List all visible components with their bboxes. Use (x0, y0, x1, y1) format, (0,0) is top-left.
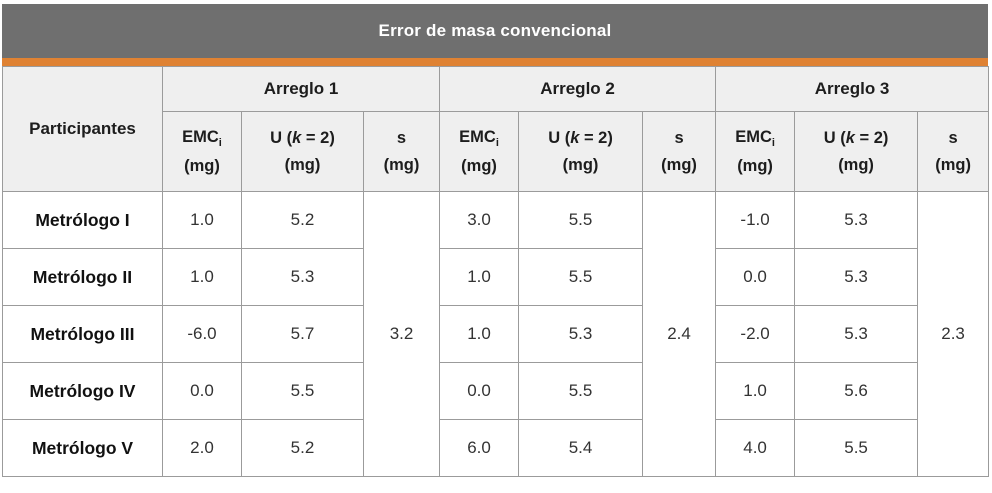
emc-value: 1.0 (162, 191, 242, 249)
u-value: 5.5 (241, 362, 364, 420)
s-value-arreglo-3: 2.3 (917, 191, 990, 477)
table-row: Metrólogo IV 0.0 5.5 0.0 5.5 1.0 5.6 (2, 362, 989, 420)
participant-name: Metrólogo II (2, 248, 163, 306)
table-row: Metrólogo II 1.0 5.3 1.0 5.5 0.0 5.3 (2, 248, 989, 306)
table-row: Metrólogo III -6.0 5.7 1.0 5.3 -2.0 5.3 (2, 305, 989, 363)
emc-value: 0.0 (439, 362, 520, 420)
participant-name: Metrólogo IV (2, 362, 163, 420)
u-value: 5.6 (794, 362, 919, 420)
u-value: 5.4 (518, 419, 644, 477)
u-value: 5.3 (518, 305, 644, 363)
col-header-u-1: U (k = 2) (mg) (241, 111, 364, 192)
u-value: 5.5 (518, 248, 644, 306)
emc-value: 0.0 (715, 248, 796, 306)
u-value: 5.3 (794, 248, 919, 306)
col-header-s-2: s (mg) (642, 111, 717, 192)
emc-table: Participantes Arreglo 1 Arreglo 2 Arregl… (2, 66, 990, 477)
participants-header: Participantes (2, 66, 163, 192)
table-row: Metrólogo I 1.0 5.2 3.2 3.0 5.5 2.4 -1.0… (2, 191, 990, 477)
participant-name: Metrólogo III (2, 305, 163, 363)
u-value: 5.5 (794, 419, 919, 477)
emc-value: 0.0 (162, 362, 242, 420)
u-value: 5.3 (794, 191, 919, 249)
u-value: 5.2 (241, 191, 364, 249)
participant-name: Metrólogo I (2, 191, 163, 249)
col-header-s-3: s (mg) (917, 111, 990, 192)
emc-value: -1.0 (715, 191, 796, 249)
u-value: 5.3 (241, 248, 364, 306)
emc-value: 1.0 (162, 248, 242, 306)
emc-value: 1.0 (715, 362, 796, 420)
u-value: 5.2 (241, 419, 364, 477)
emc-value: -6.0 (162, 305, 242, 363)
emc-value: 3.0 (439, 191, 520, 249)
col-header-emc-2: EMCi (mg) (439, 111, 520, 192)
emc-value: 6.0 (439, 419, 520, 477)
group-header-arreglo-3: Arreglo 3 (715, 66, 990, 112)
emc-value: 2.0 (162, 419, 242, 477)
col-header-u-3: U (k = 2) (mg) (794, 111, 919, 192)
emc-value: 1.0 (439, 305, 520, 363)
emc-value: 4.0 (715, 419, 796, 477)
col-header-s-1: s (mg) (362, 111, 441, 192)
participant-name: Metrólogo V (2, 419, 163, 477)
emc-value: -2.0 (715, 305, 796, 363)
emc-value: 1.0 (439, 248, 520, 306)
table-row: Metrólogo V 2.0 5.2 6.0 5.4 4.0 5.5 (2, 419, 989, 477)
accent-bar (2, 58, 988, 66)
s-value-arreglo-2: 2.4 (642, 191, 717, 477)
u-value: 5.3 (794, 305, 919, 363)
group-header-arreglo-2: Arreglo 2 (439, 66, 717, 112)
table-title: Error de masa convencional (378, 21, 612, 40)
u-value: 5.5 (518, 362, 644, 420)
col-header-u-2: U (k = 2) (mg) (518, 111, 644, 192)
u-value: 5.7 (241, 305, 364, 363)
col-header-emc-3: EMCi (mg) (715, 111, 796, 192)
col-header-emc-1: EMCi (mg) (162, 111, 242, 192)
u-value: 5.5 (518, 191, 644, 249)
table-title-bar: Error de masa convencional (2, 4, 988, 58)
s-value-arreglo-1: 3.2 (362, 191, 441, 477)
group-header-arreglo-1: Arreglo 1 (161, 66, 441, 112)
